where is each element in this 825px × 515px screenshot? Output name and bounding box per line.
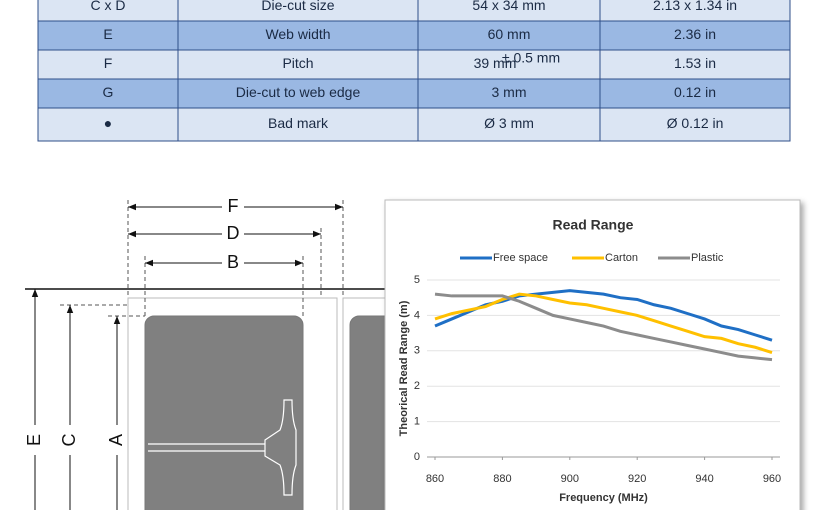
table-row [37,20,791,51]
series-line [434,292,773,355]
table-cell: 0.12 in [674,84,716,100]
table-row [37,78,791,109]
label-diagram [25,200,411,515]
x-tick-label: 920 [628,473,646,485]
die-cut-label [144,315,304,515]
y-tick-label: 5 [414,274,420,286]
table-cell: 2.36 in [674,26,716,42]
chart: Read Range 0 1 2 3 4 5 860 880 900 920 940 960 Freque… [398,217,781,504]
antenna [148,399,297,496]
x-tick-label: 900 [561,473,579,485]
dimension-label: C [59,434,79,447]
y-tick-label: 1 [414,416,420,428]
legend-label: Free space [493,252,548,264]
table-cell: C x D [91,0,126,13]
tolerance: ± 0.5 mm [502,50,560,66]
dimension-label: A [106,434,126,446]
table-cell: Die-cut to web edge [236,84,361,100]
table-row [37,107,791,142]
x-axis-title: Frequency (MHz) [559,492,648,504]
x-tick-label: 860 [426,473,444,485]
table-cell: Ø 0.12 in [667,115,724,131]
x-tick-label: 960 [763,473,781,485]
table-row [37,49,791,80]
chart-title: Read Range [553,217,634,233]
series-line [434,292,773,362]
guides [60,200,344,317]
label-backing [127,297,338,515]
table-cell: Web width [265,26,330,42]
spec-table: C x D Die-cut size 54 x 34 mm 2.13 x 1.34 i… [37,0,791,142]
table-cell: 54 x 34 mm [472,0,545,13]
x-tick-label: 880 [493,473,511,485]
table-cell: 3 mm [492,84,527,100]
y-tick-label: 0 [414,451,420,463]
chart-frame [384,199,801,515]
table-cell: ● [104,115,112,131]
table-cell: Pitch [282,55,313,71]
table-cell: Die-cut size [261,0,334,13]
table-cell: 39 mm [474,55,517,71]
y-axis-title: Theorical Read Range (m) [398,300,410,436]
x-tick-label: 940 [695,473,713,485]
table-cell: G [103,84,114,100]
table-cell: Bad mark [268,115,329,131]
dimension-label: F [228,196,239,216]
table-cell: 2.13 x 1.34 in [653,0,737,13]
table-cell: Ø 3 mm [484,115,534,131]
y-tick-label: 2 [414,380,420,392]
table-cell: E [103,26,112,42]
table-cell: 60 mm [488,26,531,42]
y-tick-label: 3 [414,345,420,357]
y-tick-label: 4 [414,309,420,321]
table-cell: F [104,55,113,71]
dimension-label: E [24,434,44,446]
dimension-label: B [227,252,239,272]
table-cell: 1.53 in [674,55,716,71]
legend-label: Carton [605,252,638,264]
legend-label: Plastic [691,252,724,264]
dimension-label: D [227,223,240,243]
